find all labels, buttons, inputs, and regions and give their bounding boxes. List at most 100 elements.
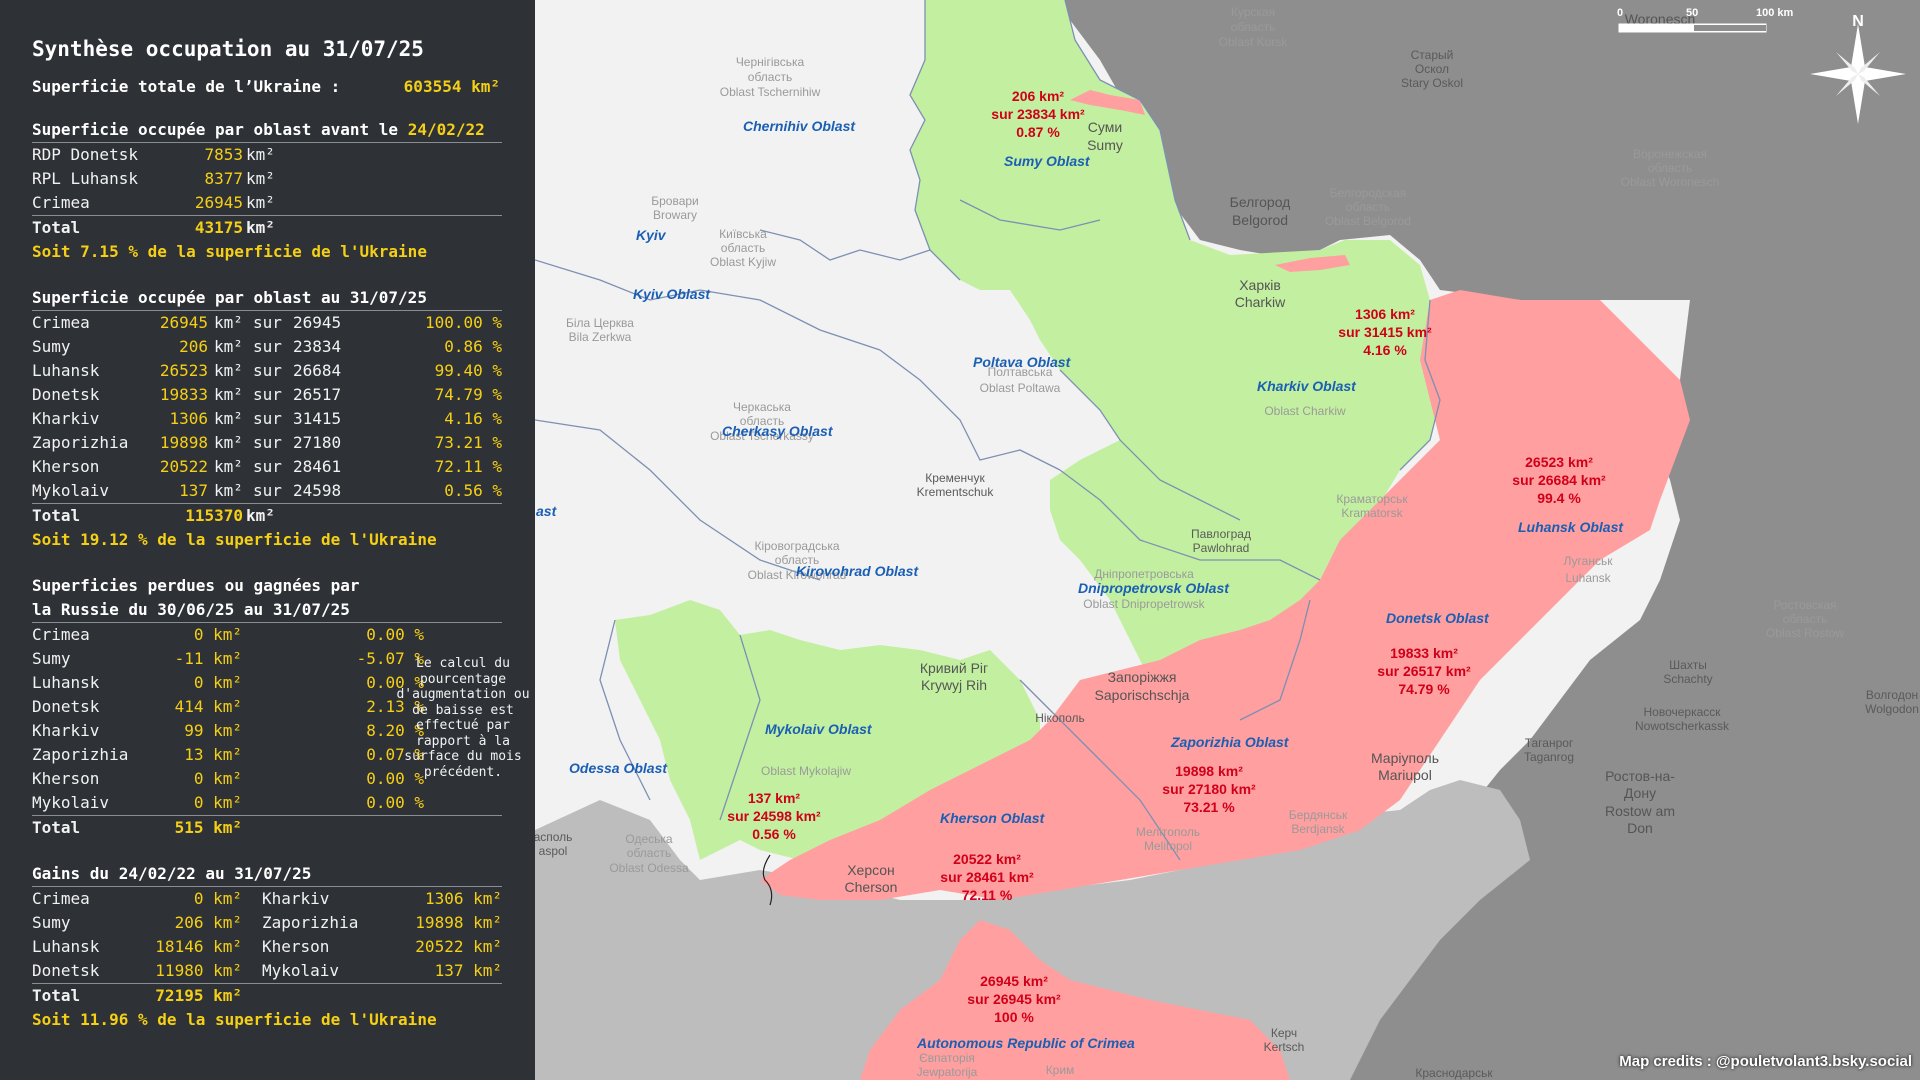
row-value: 19898 [159,433,208,452]
place-kerch-1: Керч [1271,1026,1297,1040]
row-name: Luhansk [32,673,100,692]
label-donetsk: Donetsk Oblast [1386,610,1490,626]
row-total: 23834 [293,337,342,356]
place-krasnodar: Краснодарськ [1415,1066,1493,1080]
row-name-2: Zaporizhia [262,913,359,932]
stat-luhansk-area: 26523 km² [1525,454,1593,470]
row-value-2: 19898 km² [415,913,502,932]
row-name: Zaporizhia [32,745,129,764]
place-poltava-1: Полтавська [988,365,1053,379]
place-kyiv-obl-2: область [721,241,765,255]
section-heading-line1: Superficies perdues ou gagnées par [32,576,360,595]
scale-bar: 0 50 100 km [1617,7,1794,33]
row-name: Sumy [32,649,71,668]
row-name: RDP Donetsk [32,145,138,164]
row-name: Crimea [32,313,90,332]
stat-crimea-pct: 100 % [994,1009,1034,1025]
scale-label-100: 100 km [1756,7,1794,19]
label-kherson: Kherson Oblast [940,810,1046,826]
row-sur: sur [253,409,282,428]
table-row: Luhansk 26523 km² sur 26684 99.40 % [32,359,502,383]
place-belgorod-obl-1: Белгородская [1330,186,1407,200]
label-kyiv-city: Kyiv [636,227,667,243]
occupied-crimea [860,920,1290,1080]
table-row: Kharkiv 99 km² 8.20 % [32,719,502,743]
stat-sumy-area: 206 km² [1012,88,1064,104]
row-name: Donetsk [32,385,100,404]
place-kerch-2: Kertsch [1264,1040,1305,1054]
row-value: 20522 [159,457,208,476]
row-sur: sur [253,481,282,500]
place-cherkasy-2: область [740,414,784,428]
table-row: Kherson 20522 km² sur 28461 72.11 % [32,455,502,479]
row-name: Crimea [32,889,90,908]
place-voronezh-2: область [1648,161,1692,175]
stat-kherson-area: 20522 km² [953,851,1021,867]
row-value: 0 km² [193,625,242,644]
place-chernihiv-2: область [748,70,792,84]
table-row: Crimea 0 km² 0.00 % [32,623,502,647]
row-value: 515 km² [174,818,242,837]
row-percent: 0.86 % [444,337,502,356]
place-kramatorsk-1: Краматорськ [1336,492,1408,506]
place-kharkiv-1: Харків [1239,277,1281,293]
stat-sumy-pct: 0.87 % [1016,124,1060,140]
row-value: -11 km² [174,649,242,668]
row-percent: 0.56 % [444,481,502,500]
place-rostov-obl-3: Oblast Rostow [1766,626,1844,640]
label-luhansk: Luhansk Oblast [1518,519,1624,535]
place-odesa-2: область [627,846,671,860]
row-unit: km² [214,481,243,500]
row-name: Zaporizhia [32,433,129,452]
table-row: RDP Donetsk 7853 km² [32,143,502,167]
row-value: 18146 km² [155,937,242,956]
table-row: Donetsk 11980 km² Mykolaiv 137 km² [32,959,502,983]
section-gains: Gains du 24/02/22 au 31/07/25 Crimea 0 km… [32,862,502,1032]
stat-zapor-area: 19898 km² [1175,763,1243,779]
row-value-2: 20522 km² [415,937,502,956]
row-value: 99 km² [184,721,242,740]
table-row: Luhansk 18146 km² Kherson 20522 km² [32,935,502,959]
row-name: Donetsk [32,961,100,980]
table-row: Kharkiv 1306 km² sur 31415 4.16 % [32,407,502,431]
total-row: Total 72195 km² [32,983,502,1008]
table-row: Zaporizhia 13 km² 0.07 % [32,743,502,767]
place-chernihiv-1: Чернігівська [736,55,805,69]
row-total: 28461 [293,457,342,476]
section-current-occupation: Superficie occupée par oblast au 31/07/2… [32,286,502,552]
row-value: 0 km² [193,793,242,812]
place-novocher-2: Nowotscherkassk [1635,719,1730,733]
row-value: 11980 km² [155,961,242,980]
stat-kherson-total: sur 28461 km² [940,869,1034,885]
table-row: Crimea 0 km² Kharkiv 1306 km² [32,887,502,911]
stat-zapor-total: sur 27180 km² [1162,781,1256,797]
place-cherkasy-3: Oblast Tscherkassy [710,429,814,443]
table-row: Donetsk 414 km² 2.13 % [32,695,502,719]
place-shakhty-1: Шахты [1669,658,1707,672]
place-voronezh-3: Oblast Woronesch [1621,175,1720,189]
label-kharkiv: Kharkiv Oblast [1257,378,1357,394]
place-poltava-2: Oblast Poltawa [980,381,1061,395]
occupation-map: Курская область Oblast Kursk Старый Оско… [535,0,1920,1080]
row-name: Total [32,986,81,1005]
place-mykolaiv-obl: Oblast Mykolajiw [761,764,851,778]
summary-panel: Synthèse occupation au 31/07/25 Superfic… [0,0,535,1080]
row-unit: km² [214,313,243,332]
place-oskol-1: Старый [1411,48,1454,62]
occupied-east-south [760,290,1690,900]
row-value: 115370 [185,506,243,525]
stat-kherson-pct: 72.11 % [962,887,1013,903]
heading-date: 24/02/22 [407,120,485,139]
place-voronezh-1: Воронежская [1633,147,1707,161]
map-canvas: Курская область Oblast Kursk Старый Оско… [535,0,1920,1080]
table-row: Kherson 0 km² 0.00 % [32,767,502,791]
row-percent: 0.07 % [366,745,424,764]
total-row: Total 115370 km² [32,503,502,528]
row-value: 206 [179,337,208,356]
row-value-2: 137 km² [434,961,502,980]
row-value: 414 km² [174,697,242,716]
place-dnipro-2: Oblast Dnipropetrowsk [1083,597,1205,611]
row-sur: sur [253,313,282,332]
row-name: Luhansk [32,361,100,380]
row-name: Mykolaiv [32,793,110,812]
